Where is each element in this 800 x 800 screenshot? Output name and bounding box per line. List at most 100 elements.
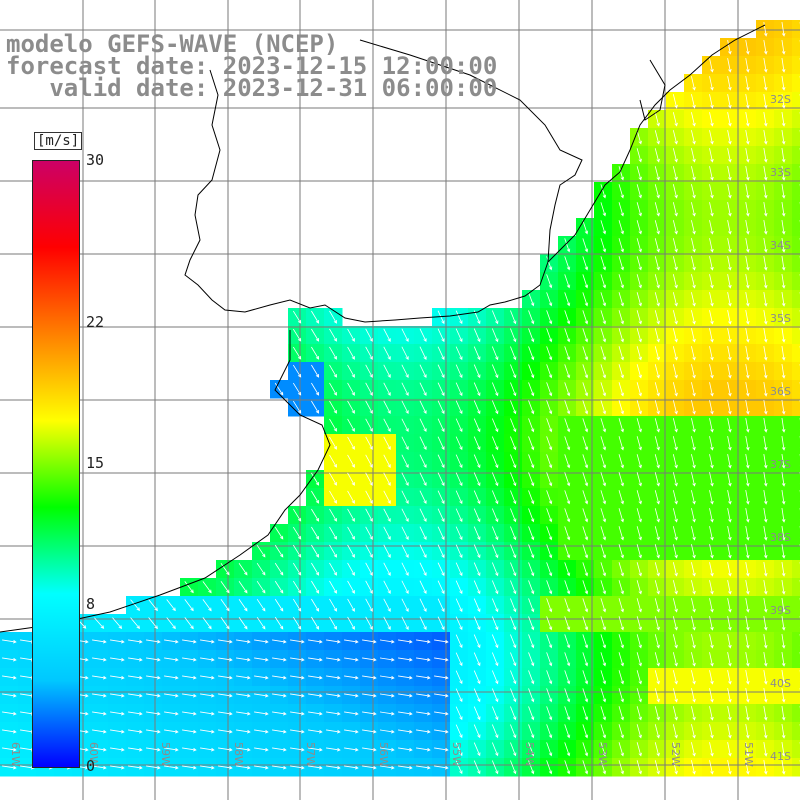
wind-arrow [146, 639, 161, 644]
wind-arrow [274, 382, 284, 396]
wind-arrow [2, 657, 17, 662]
wind-arrow [329, 508, 337, 522]
wind-arrow [380, 747, 395, 752]
wind-arrow [709, 562, 714, 577]
wind-arrow [654, 580, 660, 595]
wind-arrow [473, 400, 481, 415]
wind-arrow [344, 675, 359, 680]
wind-arrow [182, 675, 197, 680]
wind-arrow [672, 274, 678, 289]
wind-cell [792, 704, 800, 723]
wind-arrow [256, 544, 266, 558]
wind-arrow [546, 436, 553, 451]
wind-arrow [582, 526, 589, 541]
wind-arrow [146, 765, 161, 770]
wind-arrow [709, 652, 714, 667]
wind-arrow [672, 526, 678, 541]
wind-arrow [672, 598, 678, 613]
wind-arrow [654, 274, 660, 289]
wind-arrow [290, 657, 305, 662]
wind-arrow [745, 544, 750, 559]
wind-arrow [112, 617, 123, 629]
wind-arrow [218, 711, 233, 716]
wind-arrow [528, 400, 535, 415]
wind-arrow [672, 490, 678, 505]
wind-arrow [473, 418, 481, 433]
colorbar-tick-22: 22 [86, 312, 105, 331]
wind-arrow [383, 562, 391, 576]
wind-arrow [146, 729, 161, 734]
wind-arrow [455, 418, 463, 433]
wind-arrow [600, 490, 607, 505]
wind-arrow [618, 760, 625, 775]
wind-arrow [365, 616, 373, 630]
wind-arrow [236, 675, 251, 680]
wind-arrow [582, 346, 589, 361]
wind-arrow [654, 616, 660, 631]
wind-arrow [256, 598, 266, 612]
wind-arrow [308, 657, 323, 662]
wind-arrow [419, 598, 427, 613]
wind-arrow [691, 148, 696, 163]
wind-arrow [274, 616, 284, 630]
wind-arrow [600, 328, 607, 343]
wind-cell [792, 650, 800, 669]
wind-arrow [491, 706, 499, 721]
wind-arrow [347, 508, 355, 522]
wind-arrow [164, 693, 179, 698]
wind-arrow [528, 562, 535, 577]
wind-arrow [600, 742, 607, 757]
wind-arrow [582, 562, 589, 577]
wind-arrow [727, 256, 732, 271]
wind-arrow [383, 598, 391, 612]
wind-arrow [745, 94, 750, 109]
wind-arrow [434, 657, 449, 662]
wind-arrow [763, 688, 768, 703]
wind-arrow [2, 693, 17, 698]
wind-arrow [510, 724, 517, 739]
lon-label: 53W [596, 742, 609, 767]
wind-arrow [455, 508, 463, 523]
wind-arrow [745, 274, 750, 289]
wind-arrow [491, 382, 499, 397]
wind-arrow [419, 364, 427, 379]
wind-arrow [419, 454, 427, 469]
wind-arrow [691, 346, 696, 361]
wind-arrow [727, 742, 732, 757]
wind-arrow [473, 472, 481, 487]
wind-arrow [618, 202, 625, 217]
wind-arrow [292, 400, 302, 414]
wind-arrow [654, 760, 660, 775]
wind-arrow [763, 562, 768, 577]
wind-arrow [564, 328, 571, 343]
wind-cell [792, 20, 800, 39]
wind-arrow [546, 688, 553, 703]
wind-arrow [455, 382, 463, 397]
wind-arrow [473, 562, 481, 577]
wind-arrow [600, 688, 607, 703]
wind-arrow [455, 634, 463, 649]
wind-arrow [745, 634, 750, 649]
wind-arrow [329, 382, 337, 396]
wind-cell [792, 110, 800, 129]
wind-arrow [654, 148, 660, 163]
wind-arrow [618, 526, 625, 541]
wind-arrow [455, 742, 463, 757]
wind-arrow [636, 706, 642, 721]
wind-arrow [709, 130, 714, 145]
wind-arrow [546, 328, 553, 343]
wind-cell [792, 38, 800, 57]
wind-arrow [745, 166, 750, 181]
wind-arrow [272, 639, 287, 644]
wind-arrow [672, 454, 678, 469]
wind-arrow [528, 760, 535, 775]
wind-arrow [344, 657, 359, 662]
wind-arrow [434, 711, 449, 716]
wind-arrow [311, 364, 320, 378]
wind-arrow [2, 711, 17, 716]
wind-arrow [636, 202, 642, 217]
wind-arrow [636, 166, 642, 181]
wind-arrow [564, 562, 571, 577]
wind-arrow [272, 711, 287, 716]
wind-arrow [654, 112, 660, 127]
